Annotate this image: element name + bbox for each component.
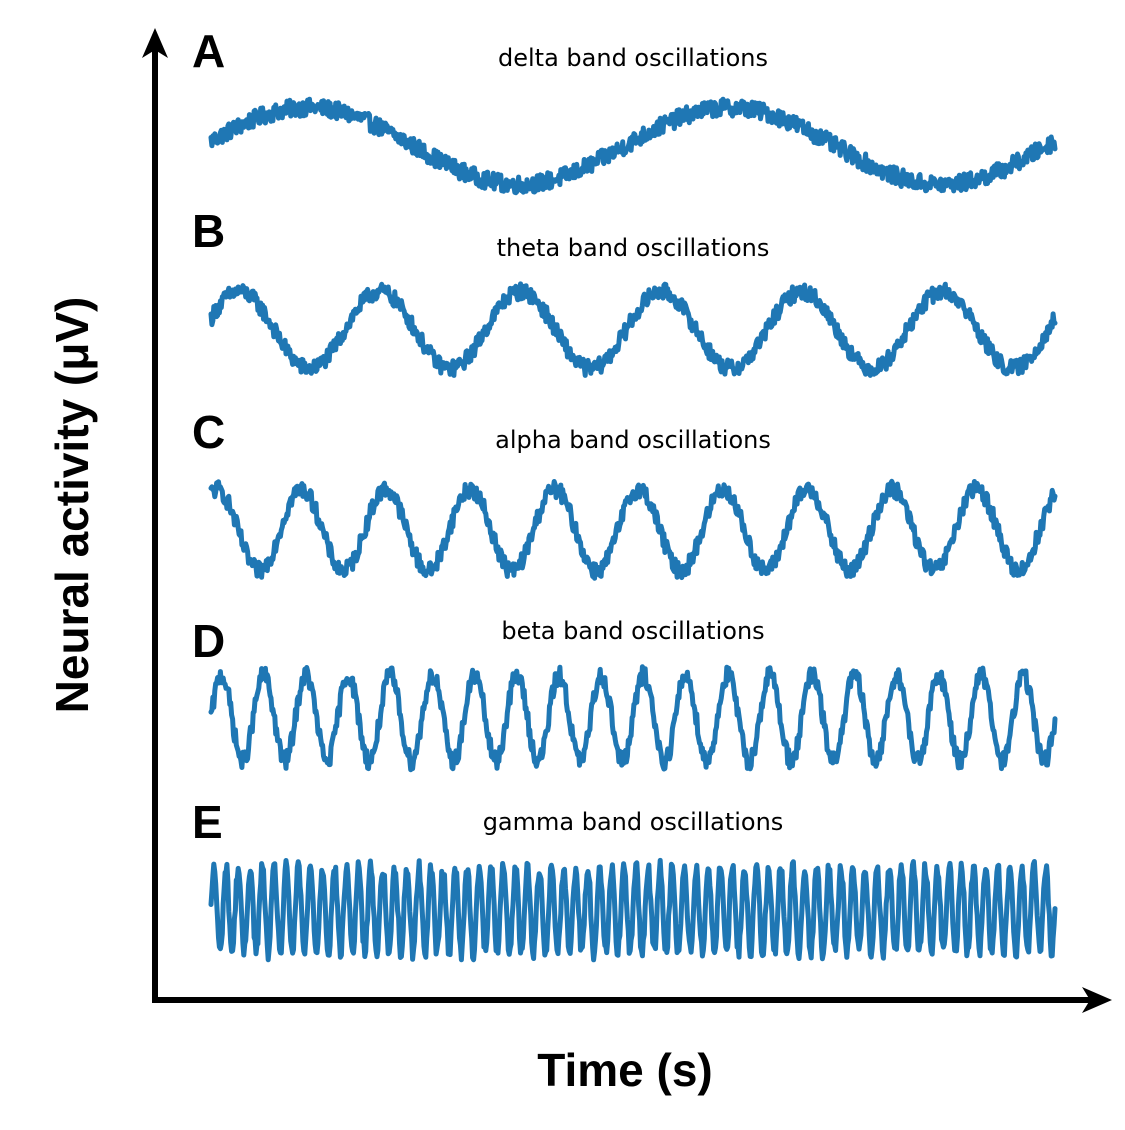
delta-band-trace [208,96,1058,196]
panel-title-theta: theta band oscillations [497,234,770,262]
x-axis-arrow [1082,987,1112,1013]
panel-title-beta: beta band oscillations [501,617,764,645]
panel-letter-d: D [192,615,225,667]
panel-title-alpha: alpha band oscillations [495,426,771,454]
panel-title-delta: delta band oscillations [498,44,768,72]
beta-band-trace [208,664,1058,773]
panel-letter-b: B [192,205,225,257]
x-axis-title: Time (s) [537,1044,713,1096]
panel-letter-e: E [192,796,223,848]
y-axis-arrow [142,28,168,58]
panel-letter-c: C [192,406,225,458]
theta-band-trace [208,281,1058,378]
alpha-band-trace [208,478,1058,581]
panel-letter-a: A [192,25,225,77]
panel-title-gamma: gamma band oscillations [483,808,784,836]
gamma-band-trace [208,857,1058,963]
y-axis-title: Neural activity (μV) [46,297,98,714]
